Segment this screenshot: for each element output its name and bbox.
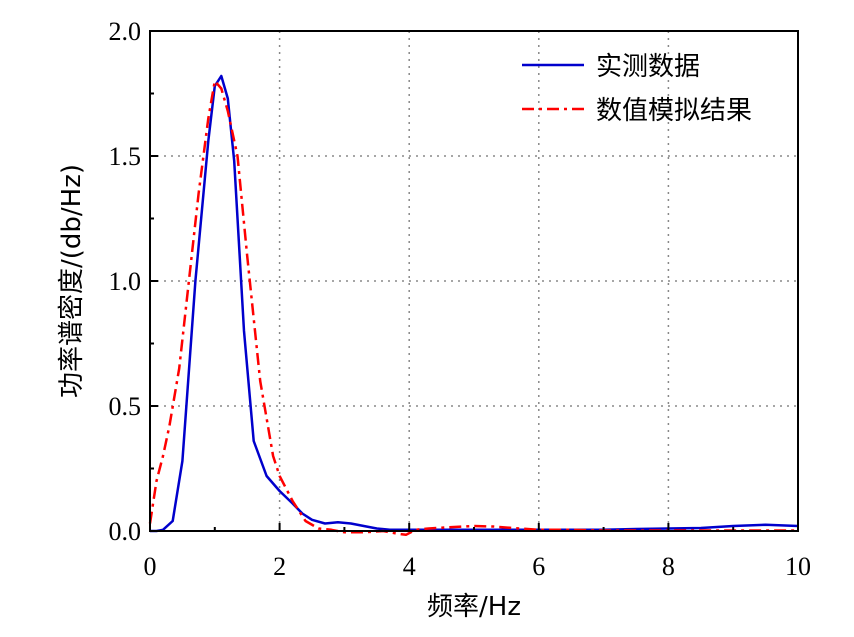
x-tick-label: 6 bbox=[532, 552, 545, 581]
x-tick-label: 0 bbox=[144, 552, 157, 581]
y-tick-label: 0.5 bbox=[109, 392, 142, 421]
axis-ticks bbox=[149, 30, 799, 532]
y-axis-title: 功率谱密度/(db/Hz) bbox=[57, 164, 87, 398]
x-tick-label: 2 bbox=[273, 552, 286, 581]
x-tick-label: 8 bbox=[662, 552, 675, 581]
legend-label-simulated: 数值模拟结果 bbox=[596, 96, 752, 126]
y-tick-label: 1.5 bbox=[109, 142, 142, 171]
legend: 实测数据 数值模拟结果 bbox=[522, 52, 752, 126]
y-tick-label: 2.0 bbox=[109, 17, 142, 46]
x-axis-title: 频率/Hz bbox=[427, 592, 521, 622]
series-line-measured bbox=[150, 74, 799, 533]
legend-label-measured: 实测数据 bbox=[596, 52, 700, 82]
series-lines bbox=[148, 74, 799, 537]
y-tick-label: 1.0 bbox=[109, 267, 142, 296]
y-tick-label: 0.0 bbox=[109, 517, 142, 546]
grid bbox=[150, 31, 798, 531]
series-line-simulated bbox=[148, 79, 798, 537]
x-tick-label: 10 bbox=[785, 552, 811, 581]
x-tick-label: 4 bbox=[403, 552, 416, 581]
tick-labels: 0 2 4 6 8 10 0.0 0.5 1.0 1.5 2.0 bbox=[109, 17, 812, 581]
